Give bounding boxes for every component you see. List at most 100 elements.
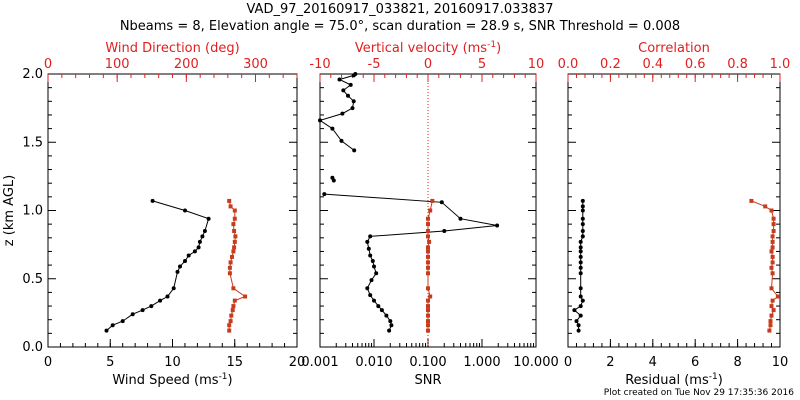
data-point: [426, 265, 430, 270]
top-tick-label: 10: [528, 57, 545, 72]
x-tick-label: 2: [606, 355, 614, 370]
data-point: [771, 229, 776, 233]
data-point: [192, 249, 197, 254]
data-point: [232, 239, 237, 244]
top-axis-label: Correlation: [638, 41, 710, 56]
data-point: [749, 198, 754, 203]
data-point: [442, 229, 447, 233]
data-point: [232, 229, 237, 233]
x-tick-label: 10: [164, 355, 181, 370]
data-point: [339, 138, 344, 143]
data-point: [202, 229, 207, 233]
data-point: [580, 216, 585, 221]
data-point: [228, 260, 233, 265]
data-point: [426, 328, 430, 333]
data-point: [768, 323, 773, 328]
figure-subtitle: Nbeams = 8, Elevation angle = 75.0°, sca…: [119, 19, 681, 34]
data-point: [388, 319, 393, 324]
data-point: [426, 216, 430, 221]
data-point: [769, 249, 774, 254]
y-tick-label: 1.0: [22, 204, 43, 219]
data-point: [228, 204, 233, 209]
data-point: [439, 200, 444, 205]
data-point: [183, 259, 187, 263]
data-point: [578, 265, 583, 270]
data-point: [322, 192, 327, 197]
y-tick-label: 1.5: [22, 135, 43, 150]
data-point: [341, 88, 346, 93]
data-point: [426, 304, 430, 309]
data-point: [368, 293, 373, 298]
data-point: [186, 253, 191, 258]
x-tick-label: 20: [289, 355, 306, 370]
data-point: [427, 239, 432, 244]
top-tick-label: 100: [105, 57, 130, 72]
x-tick-label: 5: [106, 355, 114, 370]
data-point: [171, 286, 176, 291]
data-point: [426, 271, 430, 276]
data-point: [231, 222, 236, 227]
data-point: [769, 265, 774, 270]
data-point: [387, 328, 392, 333]
data-point: [578, 249, 583, 254]
data-point: [206, 216, 211, 221]
data-point: [578, 313, 583, 318]
data-point: [368, 234, 373, 239]
data-point: [578, 271, 583, 276]
x-tick-label: 0.010: [355, 355, 392, 370]
x-axis-label: Residual (ms-1): [625, 372, 723, 388]
data-point: [389, 323, 394, 328]
data-point: [120, 319, 125, 324]
top-tick-label: 5: [478, 57, 486, 72]
x-tick-label: 6: [691, 355, 699, 370]
data-point: [769, 313, 774, 318]
x-tick-label: 1.000: [463, 355, 500, 370]
y-tick-label: 2.0: [22, 67, 43, 82]
x-tick-label: 0.100: [409, 355, 446, 370]
x-tick-label: 4: [649, 355, 657, 370]
top-tick-label: 0: [424, 57, 432, 72]
data-point: [578, 294, 583, 299]
top-tick-label: 1.0: [770, 57, 791, 72]
x-tick-label: 0: [44, 355, 52, 370]
data-point: [340, 111, 345, 116]
data-point: [365, 286, 370, 291]
data-point: [763, 204, 768, 209]
data-point: [578, 239, 583, 244]
data-point: [426, 286, 430, 291]
data-point: [150, 198, 155, 203]
data-point: [770, 271, 775, 276]
data-point: [178, 264, 182, 269]
top-tick-label: 0.0: [558, 57, 579, 72]
data-point: [104, 328, 109, 333]
data-point: [574, 319, 579, 324]
data-point: [352, 148, 357, 153]
data-point: [580, 198, 585, 203]
data-point: [578, 245, 583, 250]
data-point: [372, 264, 376, 269]
series-line: [324, 193, 498, 331]
data-point: [458, 216, 463, 221]
x-axis-label: SNR: [414, 373, 441, 388]
data-point: [771, 308, 776, 313]
data-point: [771, 222, 776, 227]
data-point: [572, 308, 577, 313]
data-point: [428, 208, 433, 213]
data-point: [580, 204, 585, 209]
data-point: [158, 298, 163, 303]
data-point: [346, 93, 350, 98]
data-point: [771, 216, 776, 221]
data-point: [140, 308, 145, 313]
data-point: [426, 234, 430, 239]
top-tick-label: 0.2: [600, 57, 621, 72]
data-point: [366, 246, 371, 251]
figure-title: VAD_97_20160917_033821, 20160917.033837: [246, 2, 554, 17]
data-point: [426, 245, 430, 250]
data-point: [227, 328, 232, 333]
data-point: [580, 229, 585, 233]
data-point: [372, 298, 376, 303]
data-point: [578, 254, 583, 259]
data-point: [353, 72, 358, 76]
data-point: [227, 323, 232, 328]
data-point: [580, 222, 585, 227]
